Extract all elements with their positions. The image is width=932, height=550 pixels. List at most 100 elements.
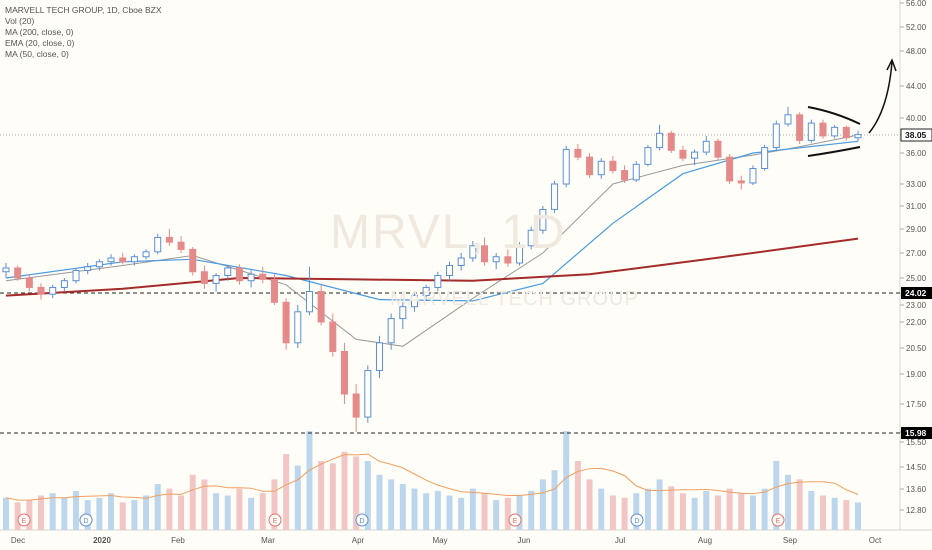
chart-grid [0, 0, 932, 531]
candle-body [375, 342, 383, 372]
candle-body [165, 236, 173, 243]
event-marker-label: D [634, 518, 639, 525]
candle-body [574, 148, 582, 158]
candle-body [714, 140, 722, 158]
candle-body [25, 277, 33, 288]
x-tick-label: Apr [352, 536, 365, 545]
y-tick-label: 15.50 [906, 438, 927, 447]
volume-bar [738, 493, 745, 530]
volume-bar [621, 497, 628, 530]
volume-bar [189, 474, 196, 530]
candle-body [597, 160, 605, 176]
volume-bar [504, 497, 511, 530]
y-tick-label: 14.50 [906, 463, 927, 472]
candle-body [142, 251, 150, 258]
volume-bar [668, 486, 675, 530]
y-tick-label: 22.00 [906, 318, 927, 327]
candle-body [761, 147, 769, 170]
candle-body [819, 122, 827, 137]
trendline-drawings[interactable] [807, 58, 897, 157]
volume-average-line [5, 453, 859, 501]
candle-body [784, 114, 792, 125]
candle-body [831, 126, 839, 137]
volume-bar [726, 488, 733, 530]
candle-body [305, 291, 313, 313]
candle-body [154, 236, 162, 253]
volume-bar [516, 495, 523, 530]
candle-body [2, 267, 10, 273]
candle-body [130, 256, 138, 263]
volume-bar [656, 479, 663, 530]
candle-body [632, 163, 640, 181]
earnings-marker [508, 513, 522, 527]
x-tick-label: Oct [869, 536, 882, 545]
dividend-marker [630, 513, 644, 527]
volume-bar [528, 490, 535, 530]
volume-bar [259, 493, 266, 530]
candle-body [492, 256, 500, 263]
candle-body [95, 261, 103, 268]
candle-body [504, 256, 512, 264]
volume-bar [714, 495, 721, 530]
volume-bar [633, 493, 640, 530]
time-axis[interactable]: Dec 2020 Feb Mar Apr May Jun Jul Aug Sep Oct [11, 536, 882, 545]
candle-body [84, 266, 92, 271]
candle-body [200, 271, 208, 284]
y-tick-label: 27.00 [906, 249, 927, 258]
candle-body [317, 291, 325, 323]
event-marker-label: E [776, 518, 781, 525]
ma200-line [5, 237, 859, 297]
candle-body [387, 318, 395, 344]
volume-bar [598, 488, 605, 530]
volume-bar [201, 479, 208, 530]
y-tick-label: 13.60 [906, 485, 927, 494]
candle-body [737, 180, 745, 184]
volume-bar [119, 502, 126, 530]
chart-legend[interactable]: MARVELL TECH GROUP, 1D, Cboe BZX Vol (20… [5, 5, 162, 60]
earnings-marker [268, 513, 282, 527]
candle-body [294, 311, 302, 344]
event-marker-label: E [273, 518, 278, 525]
event-marker-label: D [359, 518, 364, 525]
volume-bar [14, 502, 21, 530]
volume-bar [784, 474, 791, 530]
volume-bar [551, 470, 558, 530]
volume-bar [644, 488, 651, 530]
candle-body [842, 126, 850, 139]
volume-bar [399, 484, 406, 530]
volume-bar [3, 497, 9, 530]
candle-body [270, 278, 278, 303]
volume-bar [843, 500, 850, 530]
candle-body [551, 183, 559, 210]
x-tick-label: Feb [171, 536, 185, 545]
price-axis[interactable]: 56.0052.0048.0044.0040.0038.0036.0033.00… [900, 0, 932, 515]
legend-ema20[interactable]: EMA (20, close, 0) [5, 38, 75, 48]
candle-body [212, 275, 220, 284]
volume-bar [318, 461, 325, 530]
candle-body [807, 122, 815, 141]
volume-average-path [5, 453, 859, 501]
arrow-head [886, 58, 897, 72]
volume-bar [855, 502, 861, 530]
volume-bar [574, 461, 581, 530]
volume-bar [213, 493, 220, 530]
volume-bar [411, 488, 418, 530]
y-tick-label: 48.00 [906, 47, 927, 56]
legend-ma50[interactable]: MA (50, close, 0) [5, 49, 69, 59]
legend-ma200[interactable]: MA (200, close, 0) [5, 27, 74, 37]
volume-bar [38, 495, 45, 530]
volume-bar [586, 479, 593, 530]
volume-bar [703, 490, 710, 530]
candle-body [516, 245, 524, 264]
y-tick-label: 44.00 [906, 82, 927, 91]
legend-title[interactable]: MARVELL TECH GROUP, 1D, Cboe BZX [5, 5, 162, 15]
volume-bar [353, 456, 360, 530]
volume-bar [831, 497, 838, 530]
x-tick-label: 2020 [93, 536, 111, 545]
level-label: 24.02 [905, 288, 927, 298]
volume-bar [819, 495, 826, 530]
legend-volume[interactable]: Vol (20) [5, 16, 35, 26]
candle-body [60, 280, 68, 288]
